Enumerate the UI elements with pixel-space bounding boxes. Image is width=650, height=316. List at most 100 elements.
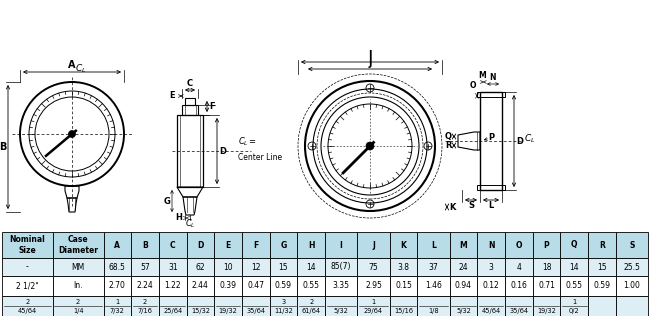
Text: B: B <box>0 142 6 152</box>
Text: E: E <box>170 92 175 100</box>
Bar <box>325 276 358 296</box>
Bar <box>270 258 297 276</box>
Text: 0.47: 0.47 <box>247 282 265 290</box>
Text: 4: 4 <box>516 263 521 271</box>
Text: 3.8: 3.8 <box>397 263 410 271</box>
Text: 1: 1 <box>572 299 577 305</box>
Bar <box>616 296 648 316</box>
Bar <box>131 276 159 296</box>
Text: D: D <box>516 137 523 145</box>
Text: G: G <box>280 240 287 250</box>
Text: O: O <box>469 81 476 90</box>
Text: A: A <box>68 60 76 70</box>
Bar <box>358 258 389 276</box>
Bar <box>505 276 532 296</box>
Bar <box>53 232 103 258</box>
Bar <box>182 105 198 115</box>
Text: 15/32: 15/32 <box>191 307 210 313</box>
Bar <box>159 296 187 316</box>
Bar <box>242 258 270 276</box>
Text: O: O <box>515 240 522 250</box>
Bar <box>53 296 103 316</box>
Text: 35/64: 35/64 <box>246 307 265 313</box>
Bar <box>450 258 477 276</box>
Text: 7/16: 7/16 <box>138 307 153 313</box>
Bar <box>450 276 477 296</box>
Text: 75: 75 <box>369 263 378 271</box>
Bar <box>2 258 53 276</box>
Text: 2.44: 2.44 <box>192 282 209 290</box>
Text: F: F <box>253 240 259 250</box>
Text: M: M <box>460 240 467 250</box>
Bar <box>187 258 214 276</box>
Bar <box>532 276 560 296</box>
Text: L: L <box>488 201 493 210</box>
Text: D: D <box>197 240 203 250</box>
Text: 1/8: 1/8 <box>428 307 439 313</box>
Text: 2: 2 <box>143 299 147 305</box>
Text: In.: In. <box>73 282 83 290</box>
Text: 37: 37 <box>428 263 438 271</box>
Text: H: H <box>308 240 315 250</box>
Text: F: F <box>209 102 215 111</box>
Text: 12: 12 <box>251 263 261 271</box>
Bar <box>177 115 203 187</box>
Text: 1.00: 1.00 <box>623 282 640 290</box>
Text: 1: 1 <box>371 299 376 305</box>
Bar <box>389 258 417 276</box>
Bar <box>214 232 242 258</box>
Bar <box>270 276 297 296</box>
Text: 2.95: 2.95 <box>365 282 382 290</box>
Text: K: K <box>400 240 406 250</box>
Text: 2: 2 <box>309 299 313 305</box>
Bar <box>480 92 502 190</box>
Bar <box>588 296 616 316</box>
Text: 25/64: 25/64 <box>163 307 183 313</box>
Bar <box>588 258 616 276</box>
Bar <box>560 276 588 296</box>
Bar <box>560 296 588 316</box>
Bar <box>131 296 159 316</box>
Bar <box>131 258 159 276</box>
Bar <box>2 296 53 316</box>
Text: 0/2: 0/2 <box>569 307 580 313</box>
Text: 7/32: 7/32 <box>110 307 125 313</box>
Text: 19/32: 19/32 <box>537 307 556 313</box>
Bar <box>560 258 588 276</box>
Bar <box>242 232 270 258</box>
Bar <box>532 296 560 316</box>
Bar <box>159 276 187 296</box>
Text: 15/16: 15/16 <box>394 307 413 313</box>
Bar <box>187 296 214 316</box>
Bar <box>187 232 214 258</box>
Bar <box>505 258 532 276</box>
Text: 45/64: 45/64 <box>482 307 500 313</box>
Bar <box>53 258 103 276</box>
Text: Case
Diameter: Case Diameter <box>58 235 98 255</box>
Bar <box>242 296 270 316</box>
Bar <box>417 258 450 276</box>
Text: C: C <box>187 79 193 88</box>
Bar <box>53 276 103 296</box>
Text: 0.16: 0.16 <box>510 282 527 290</box>
Bar <box>325 258 358 276</box>
Text: 14: 14 <box>569 263 579 271</box>
Text: 31: 31 <box>168 263 177 271</box>
Text: 35/64: 35/64 <box>509 307 528 313</box>
Text: H: H <box>175 214 182 222</box>
Text: N: N <box>488 240 495 250</box>
Bar <box>477 258 505 276</box>
Text: 0.15: 0.15 <box>395 282 412 290</box>
Bar <box>187 276 214 296</box>
Bar <box>103 232 131 258</box>
Text: 5/32: 5/32 <box>333 307 348 313</box>
Bar <box>477 185 505 190</box>
Text: Nominal
Size: Nominal Size <box>10 235 46 255</box>
Bar <box>103 258 131 276</box>
Text: G: G <box>164 197 171 205</box>
Text: 10: 10 <box>224 263 233 271</box>
Bar <box>159 232 187 258</box>
Text: P: P <box>488 132 494 142</box>
Bar <box>560 232 588 258</box>
Text: 0.39: 0.39 <box>220 282 237 290</box>
